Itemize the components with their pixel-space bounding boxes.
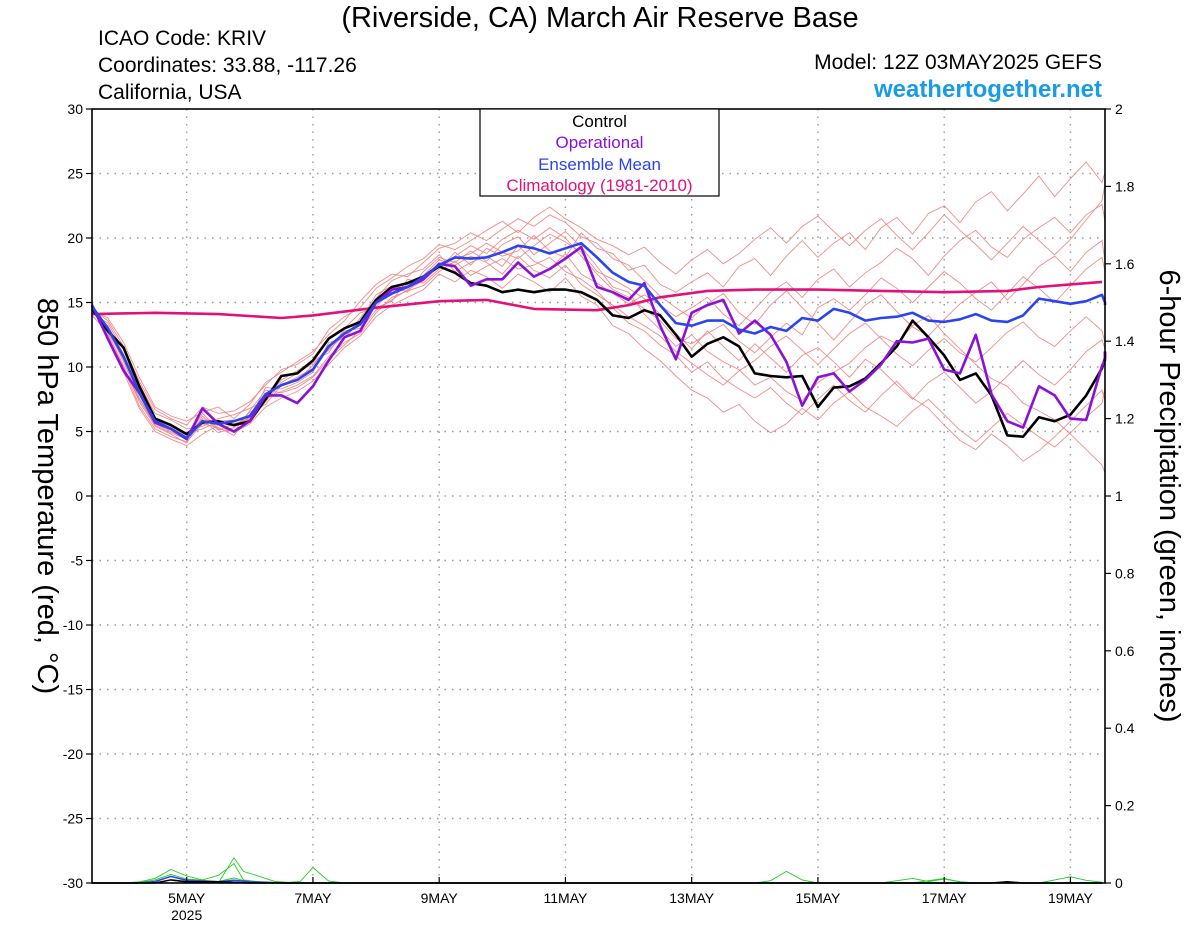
y-tick-label: -20	[63, 746, 83, 762]
y-tick-label: 15	[67, 295, 83, 311]
y-tick-label: 0	[75, 488, 83, 504]
y2-tick-label: 0.4	[1115, 720, 1135, 736]
y2-tick-label: 1.6	[1115, 256, 1135, 272]
x-tick-label: 17MAY	[922, 890, 968, 906]
main-series-lines	[90, 241, 1107, 441]
ensemble-member-line	[91, 172, 1106, 426]
x-tick-label: 19MAY	[1048, 890, 1094, 906]
grid-lines	[92, 109, 1105, 883]
y-tick-label: -10	[63, 617, 83, 633]
precipitation-lines	[92, 856, 1103, 884]
series-line	[90, 265, 1107, 438]
y-tick-label: -15	[63, 682, 83, 698]
legend-operational: Operational	[556, 133, 644, 152]
y2-tick-label: 1.4	[1115, 333, 1135, 349]
series-line	[91, 280, 1103, 320]
legend: Control Operational Ensemble Mean Climat…	[479, 108, 720, 197]
ensemble-member-line	[91, 203, 1106, 434]
legend-box	[479, 108, 720, 197]
x-tick-label: 9MAY	[421, 890, 459, 906]
ensemble-member-line	[91, 255, 1106, 436]
ensemble-member-line	[91, 214, 1106, 422]
x-tick-label: 11MAY	[544, 890, 588, 906]
y2-tick-label: 2	[1115, 101, 1123, 117]
ensemble-member-line	[91, 269, 1106, 448]
ensemble-member-line	[91, 230, 1106, 482]
y-tick-label: -30	[63, 875, 83, 891]
axes: 302520151050-5-10-15-20-25-3021.81.61.41…	[63, 101, 1135, 923]
plot-frame	[91, 108, 1106, 884]
y2-tick-label: 0.8	[1115, 565, 1135, 581]
series-line	[90, 241, 1107, 440]
y2-tick-label: 1.8	[1115, 178, 1135, 194]
y-tick-label: -5	[71, 553, 84, 569]
legend-control: Control	[572, 112, 627, 131]
y2-axis-title: 6-hour Precipitation (green, inches)	[1153, 270, 1185, 723]
ensemble-member-lines	[91, 161, 1106, 482]
model-run-label: Model: 12Z 03MAY2025 GEFS	[814, 51, 1102, 74]
y-tick-label: -25	[63, 811, 83, 827]
icao-code-label: ICAO Code: KRIV	[98, 27, 267, 50]
y-tick-label: 5	[75, 424, 83, 440]
precip-line	[92, 862, 1102, 884]
x-tick-label: 7MAY	[294, 890, 332, 906]
ensemble-member-line	[91, 227, 1106, 440]
legend-ensemble-mean: Ensemble Mean	[538, 155, 661, 174]
y-tick-label: 10	[67, 359, 83, 375]
y-axis-title: 850 hPa Temperature (red, °C)	[31, 298, 63, 694]
y2-tick-label: 0.6	[1115, 643, 1135, 659]
ensemble-member-line	[91, 233, 1106, 439]
y2-tick-label: 1.2	[1115, 411, 1135, 427]
y-tick-label: 20	[67, 230, 83, 246]
y-tick-label: 30	[67, 101, 83, 117]
precip-line	[92, 870, 1103, 884]
y2-tick-label: 1	[1115, 488, 1123, 504]
x-tick-label: 13MAY	[669, 890, 715, 906]
y2-tick-label: 0.2	[1115, 798, 1135, 814]
coordinates-label: Coordinates: 33.88, -117.26	[98, 54, 357, 77]
x-tick-year-label: 2025	[171, 907, 202, 923]
x-tick-label: 15MAY	[796, 890, 842, 906]
chart-title: (Riverside, CA) March Air Reserve Base	[341, 2, 859, 34]
y-tick-label: 25	[67, 166, 83, 182]
y2-tick-label: 0	[1115, 875, 1123, 891]
x-tick-label: 5MAY	[168, 890, 206, 906]
region-label: California, USA	[98, 81, 242, 104]
legend-climatology: Climatology (1981-2010)	[506, 176, 692, 195]
site-link[interactable]: weathertogether.net	[873, 76, 1102, 103]
